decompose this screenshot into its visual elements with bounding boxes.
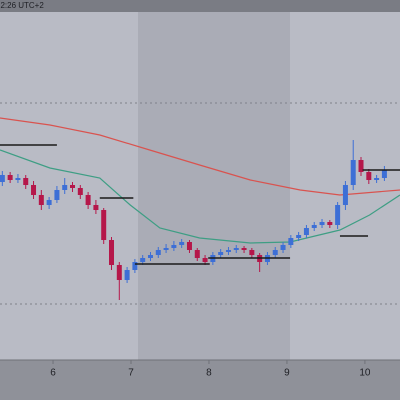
candle-body (163, 248, 169, 250)
candle-body (179, 242, 185, 245)
candle-body (225, 250, 231, 252)
candle-body (93, 205, 99, 210)
candle-body (366, 172, 372, 180)
candle-body (303, 228, 309, 235)
session-shade (138, 0, 290, 360)
candle-body (54, 190, 60, 200)
candle-body (109, 240, 115, 265)
candle-body (249, 250, 255, 255)
candle-body (296, 235, 302, 238)
candle-body (15, 178, 21, 180)
candle-body (116, 265, 122, 280)
x-tick-label: 10 (359, 368, 371, 379)
candle-body (171, 245, 177, 248)
candle-body (23, 178, 29, 185)
candle-body (374, 178, 380, 180)
candle-body (319, 222, 325, 225)
candle-body (31, 185, 37, 195)
candle-body (311, 225, 317, 228)
x-tick-label: 9 (284, 368, 290, 379)
candle-body (147, 255, 153, 258)
candle-body (342, 185, 348, 205)
candle-body (140, 258, 146, 262)
candle-body (233, 248, 239, 250)
timestamp: 12:26 UTC+2 (0, 1, 44, 10)
candle-body (381, 170, 387, 178)
candle-body (38, 195, 44, 205)
x-tick-label: 6 (50, 368, 56, 379)
top-bar (0, 0, 400, 12)
candle-body (85, 195, 91, 205)
candle-body (155, 250, 161, 255)
candle-body (7, 175, 13, 180)
candle-body (77, 188, 83, 195)
candle-body (350, 160, 356, 185)
candle-body (335, 205, 341, 225)
moving-average (0, 149, 400, 244)
candle-body (62, 185, 68, 190)
candle-body (358, 160, 364, 172)
candle-body (101, 210, 107, 240)
candle-body (202, 258, 208, 262)
candle-body (280, 245, 286, 250)
x-axis-area (0, 360, 400, 400)
candle-body (124, 270, 130, 280)
candle-body (272, 250, 278, 255)
candle-body (288, 238, 294, 245)
candle-body (186, 242, 192, 250)
candle-body (0, 175, 5, 182)
candle-body (70, 185, 76, 188)
moving-average (0, 117, 400, 196)
candle-body (327, 222, 333, 225)
candle-body (194, 250, 200, 258)
x-tick-label: 7 (128, 368, 134, 379)
candle-body (218, 252, 224, 255)
candle-body (132, 262, 138, 270)
candle-body (46, 200, 52, 205)
x-tick-label: 8 (206, 368, 212, 379)
candle-body (241, 248, 247, 250)
